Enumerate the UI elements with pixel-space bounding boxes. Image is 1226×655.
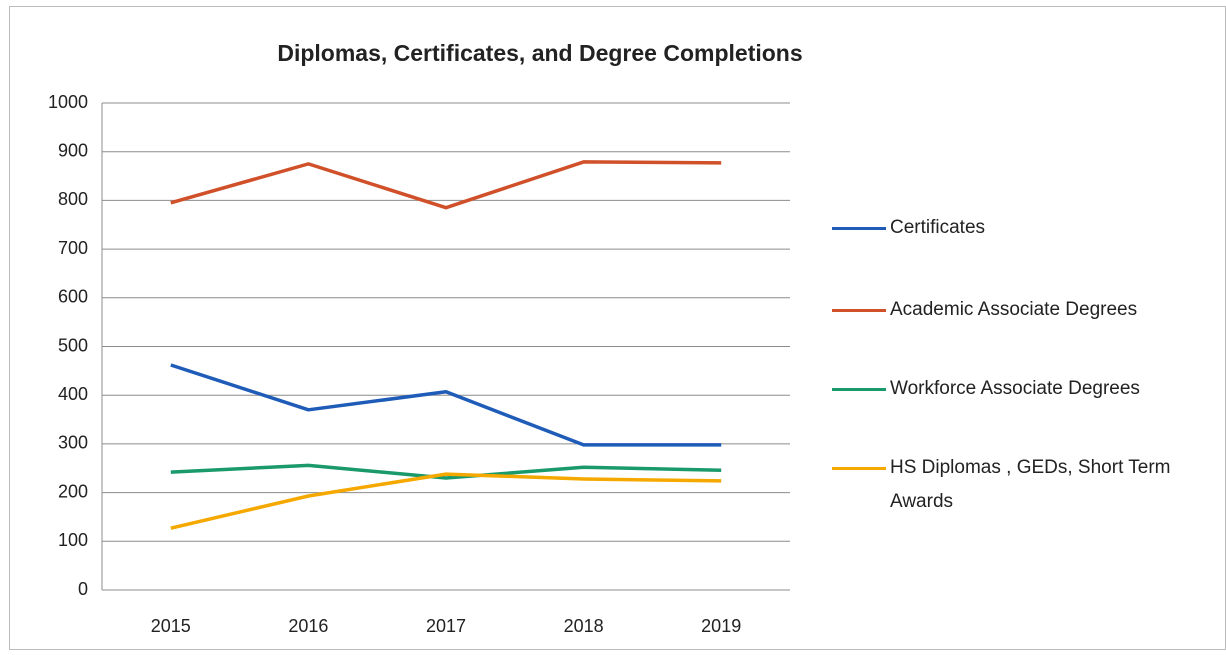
y-tick-label: 1000 xyxy=(48,92,88,112)
x-tick-label: 2017 xyxy=(426,616,466,636)
y-tick-label: 200 xyxy=(58,481,88,501)
legend-item: Certificates xyxy=(832,211,1210,245)
legend-item: Workforce Associate Degrees xyxy=(832,372,1210,406)
legend-item: HS Diplomas , GEDs, Short Term Awards xyxy=(832,451,1210,519)
series-line xyxy=(170,472,722,530)
series-line xyxy=(170,363,722,447)
x-tick-label: 2019 xyxy=(701,616,741,636)
legend-item: Academic Associate Degrees xyxy=(832,293,1210,327)
x-tick-label: 2015 xyxy=(151,616,191,636)
legend-label: Certificates xyxy=(890,217,986,238)
legend-swatch xyxy=(832,227,886,230)
y-tick-label: 100 xyxy=(58,530,88,550)
y-tick-label: 900 xyxy=(58,140,88,160)
legend-label: Workforce Associate Degrees xyxy=(890,378,1140,399)
series-line xyxy=(170,463,722,480)
y-tick-label: 0 xyxy=(78,579,88,599)
legend-label: HS Diplomas , GEDs, Short Term Awards xyxy=(890,457,1171,512)
y-tick-label: 700 xyxy=(58,238,88,258)
x-tick-label: 2016 xyxy=(288,616,328,636)
series-line xyxy=(170,160,722,210)
chart-title: Diplomas, Certificates, and Degree Compl… xyxy=(277,40,802,66)
y-tick-label: 400 xyxy=(58,384,88,404)
legend-label: Academic Associate Degrees xyxy=(890,299,1138,320)
y-tick-label: 500 xyxy=(58,335,88,355)
y-tick-label: 600 xyxy=(58,287,88,307)
legend-swatch xyxy=(832,467,886,470)
y-tick-label: 300 xyxy=(58,433,88,453)
legend-swatch xyxy=(832,309,886,312)
x-tick-label: 2018 xyxy=(564,616,604,636)
y-tick-label: 800 xyxy=(58,189,88,209)
legend-swatch xyxy=(832,388,886,391)
